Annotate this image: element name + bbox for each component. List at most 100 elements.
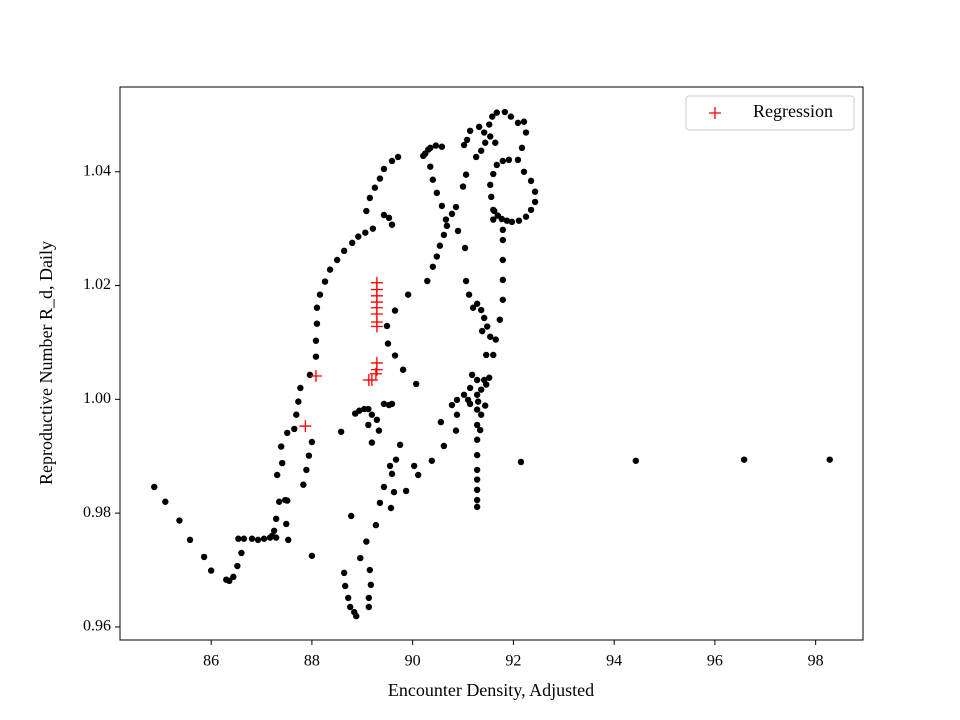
point (466, 384, 474, 392)
point (432, 142, 440, 149)
point (151, 483, 158, 491)
point (469, 304, 477, 311)
point (312, 353, 320, 360)
point (365, 421, 372, 429)
point (448, 210, 456, 218)
point (514, 119, 522, 127)
point (365, 603, 373, 611)
point (514, 156, 522, 164)
point (234, 562, 241, 570)
point (477, 147, 485, 154)
point (520, 168, 528, 175)
y-tick-label: 1.00 (83, 390, 111, 407)
x-tick-label: 96 (707, 653, 723, 670)
point (440, 231, 448, 239)
point (308, 552, 316, 559)
point (404, 291, 412, 298)
plus-marker (299, 420, 312, 433)
point (494, 212, 501, 219)
x-tick-label: 98 (808, 653, 824, 670)
point (499, 226, 507, 234)
point (373, 416, 381, 424)
point (490, 351, 497, 359)
point (384, 340, 392, 347)
y-axis-label: Reproductive Number R_d, Daily (36, 241, 56, 485)
point (472, 153, 480, 161)
y-tick-label: 1.02 (83, 276, 111, 293)
point (363, 207, 370, 215)
point (520, 118, 528, 125)
point (387, 504, 395, 512)
point (429, 176, 437, 183)
point (482, 402, 489, 409)
point (285, 536, 292, 544)
x-tick-label: 94 (606, 653, 622, 670)
point (420, 152, 427, 160)
plus-marker (309, 370, 322, 383)
point (365, 594, 373, 602)
point (477, 386, 485, 393)
point (415, 471, 422, 479)
point (477, 306, 485, 314)
point (522, 213, 530, 220)
point (454, 227, 462, 235)
point (347, 603, 354, 611)
point (428, 457, 436, 464)
point (473, 503, 481, 511)
point (162, 498, 169, 505)
point (240, 535, 248, 542)
point (486, 121, 493, 128)
point (260, 535, 268, 542)
point (460, 141, 468, 149)
point (363, 538, 370, 545)
point (460, 391, 468, 398)
plot-frame (119, 86, 864, 641)
point (376, 499, 384, 507)
point (388, 221, 396, 228)
point (293, 411, 300, 418)
point (517, 458, 525, 466)
point (499, 236, 507, 244)
point (376, 175, 384, 182)
point (383, 322, 391, 330)
point (487, 333, 494, 340)
point (275, 498, 283, 505)
point (438, 143, 446, 150)
point (284, 429, 291, 437)
point (340, 247, 348, 255)
point (248, 535, 256, 542)
point (475, 123, 483, 131)
point (385, 214, 393, 222)
point (505, 156, 513, 164)
point (283, 520, 290, 528)
point (527, 206, 535, 214)
point (453, 396, 461, 404)
point (230, 573, 237, 581)
point (394, 153, 402, 161)
point (433, 253, 441, 260)
point (488, 193, 495, 201)
point (391, 307, 399, 314)
x-axis-label: Encounter Density, Adjusted (388, 680, 594, 700)
point (305, 452, 313, 459)
point (297, 384, 304, 392)
point (365, 405, 372, 413)
point (254, 536, 262, 544)
legend-label: Regression (753, 101, 833, 121)
point (312, 337, 320, 344)
point (490, 170, 497, 178)
point (340, 569, 348, 577)
y-tick-label: 1.04 (83, 162, 111, 179)
point (477, 411, 485, 418)
point (443, 222, 451, 230)
point (531, 188, 539, 195)
point (279, 459, 286, 467)
point (295, 398, 302, 405)
point (436, 242, 444, 249)
point (499, 296, 507, 303)
point (483, 351, 490, 359)
point (207, 567, 215, 574)
point (366, 566, 374, 574)
point (474, 398, 482, 405)
